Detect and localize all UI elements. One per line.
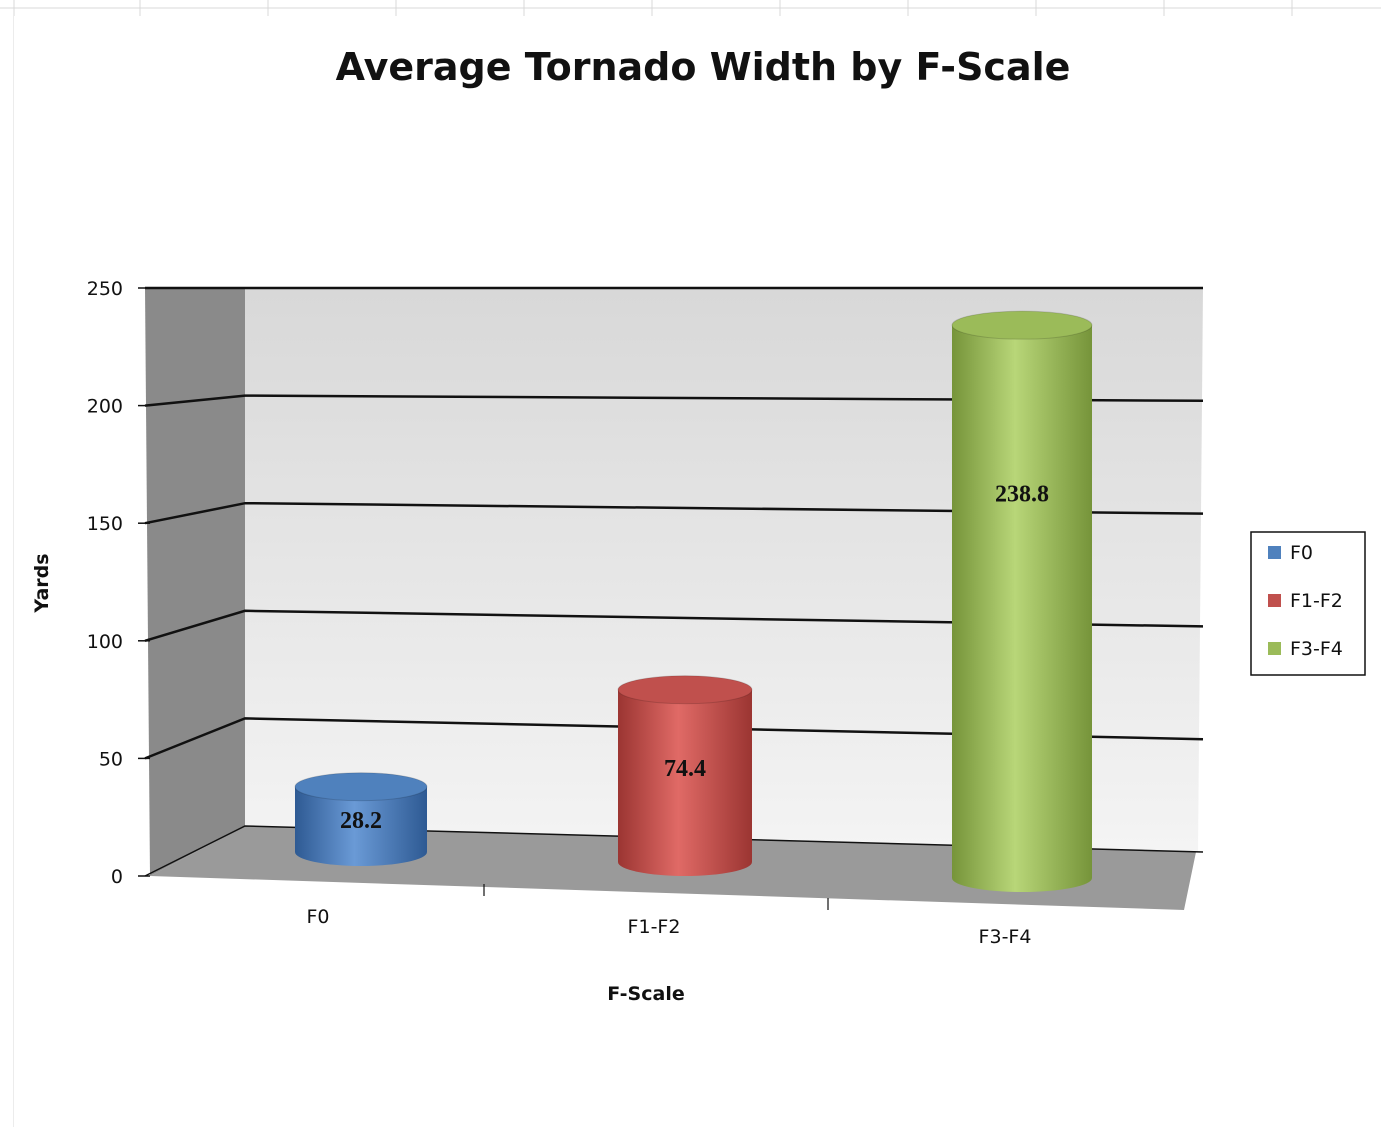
data-label: 74.4: [664, 756, 706, 782]
x-category-label: F3-F4: [979, 926, 1032, 948]
bar-top: [294, 772, 428, 802]
gridline: [144, 501, 1204, 525]
legend-item-f1-f2: F1-F2: [1268, 590, 1343, 612]
gridline: [144, 717, 1204, 760]
y-axis-title: Yards: [31, 553, 53, 613]
y-tick-label: 100: [87, 631, 123, 653]
legend-label: F0: [1290, 542, 1313, 564]
bar-f1-f2: 74.4: [617, 675, 753, 876]
legend: F0 F1-F2 F3-F4: [1250, 531, 1366, 676]
legend-label: F1-F2: [1290, 590, 1343, 612]
side-wall: [145, 288, 245, 876]
bar-f3-f4: 238.8: [951, 310, 1093, 893]
bar-body: [952, 325, 1092, 893]
legend-item-f3-f4: F3-F4: [1268, 638, 1343, 660]
bar-top: [617, 675, 753, 705]
legend-item-f0: F0: [1268, 542, 1313, 564]
x-axis-title: F-Scale: [607, 983, 684, 1005]
bar-top: [951, 310, 1093, 340]
gridline: [144, 825, 1204, 877]
x-category-label: F0: [306, 906, 329, 928]
x-axis-categories: F0 F1-F2 F3-F4: [306, 884, 1031, 948]
data-label: 28.2: [340, 808, 382, 834]
x-category-label: F1-F2: [628, 916, 681, 938]
y-tick-label: 250: [87, 278, 123, 300]
y-tick-label: 50: [99, 748, 123, 770]
bar-f0: 28.2: [294, 772, 428, 866]
bars: 28.2 74.4 238.8: [294, 310, 1093, 893]
y-tick-label: 150: [87, 513, 123, 535]
bar-body: [618, 689, 752, 876]
legend-label: F3-F4: [1290, 638, 1343, 660]
y-axis-ticks: 0 50 100 150 200 250: [87, 278, 150, 888]
chart-title: Average Tornado Width by F-Scale: [336, 45, 1071, 89]
legend-swatch: [1268, 594, 1281, 607]
gridline: [144, 394, 1204, 407]
legend-swatch: [1268, 642, 1281, 655]
data-label: 238.8: [995, 482, 1049, 508]
bar-body: [295, 786, 427, 866]
y-tick-label: 200: [87, 396, 123, 418]
gridlines: [144, 286, 1204, 877]
gridline: [144, 609, 1204, 642]
y-tick-label: 0: [111, 866, 123, 888]
legend-swatch: [1268, 546, 1281, 559]
